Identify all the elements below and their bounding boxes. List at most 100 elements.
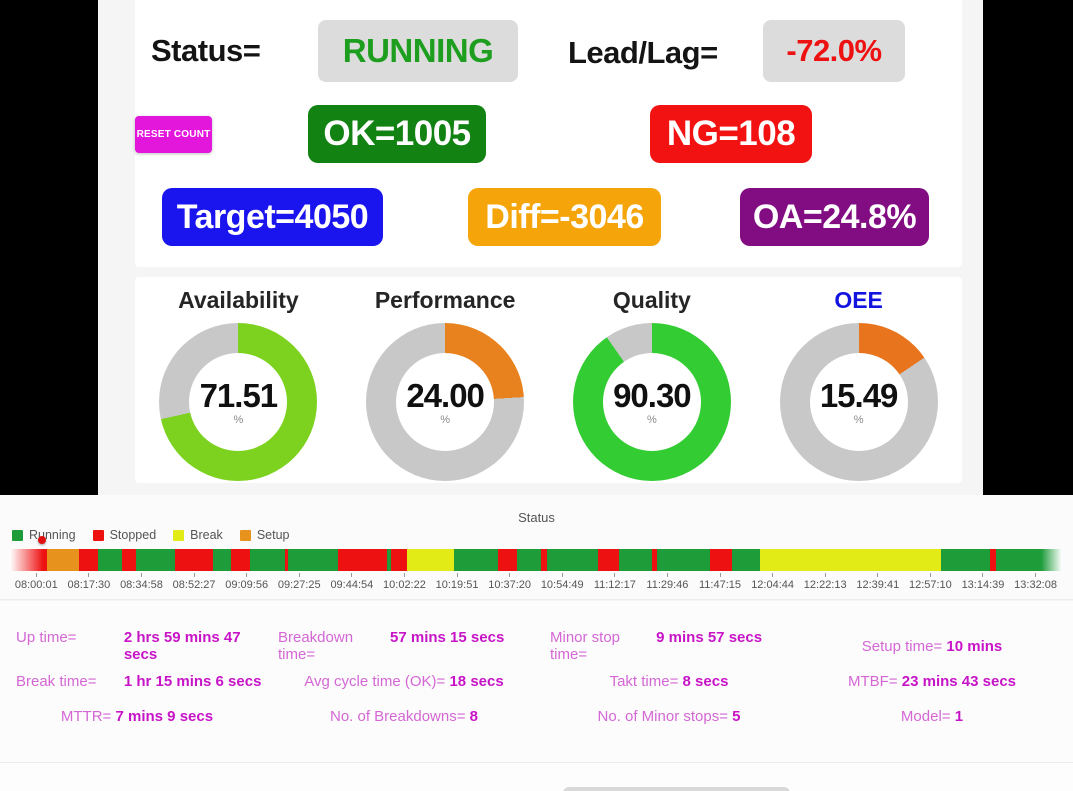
donut-hole: 90.30% — [602, 353, 701, 451]
axis-tick-cell: 11:29:46 — [641, 573, 694, 591]
axis-tick-mark — [140, 573, 142, 577]
donut-ring: 71.51% — [159, 323, 318, 481]
gauge-title: Performance — [374, 287, 516, 313]
legend-swatch-icon — [239, 529, 251, 541]
timeline-segment-running — [98, 549, 123, 571]
stat-breakdown-time: Breakdown time= 57 mins 15 secs — [268, 629, 540, 663]
gauge-title: Quality — [612, 287, 691, 313]
axis-tick-mark — [403, 573, 405, 577]
legend-label: Break — [190, 528, 223, 542]
axis-tick-cell: 08:17:30 — [63, 573, 116, 591]
timeline-segment-running — [516, 549, 541, 571]
stat-label: Avg cycle time (OK)= — [304, 673, 450, 690]
gauge-row: Availability 71.51% Performance 24.00% Quali… — [135, 277, 962, 483]
status-value-badge: RUNNING — [318, 20, 518, 82]
timeline-bar — [10, 549, 1062, 571]
timeline-segment-running — [619, 549, 653, 571]
gauge-performance: Performance 24.00% — [342, 287, 549, 483]
stat-mttr: MTTR= 7 mins 9 secs — [6, 708, 268, 725]
stat-takt-time: Takt time= 8 secs — [540, 673, 798, 690]
axis-tick-mark — [561, 573, 563, 577]
legend-item-setup[interactable]: Setup — [239, 528, 290, 542]
stat-avg-cycle-time-ok: Avg cycle time (OK)= 18 secs — [268, 673, 540, 690]
axis-tick-mark — [1035, 573, 1037, 577]
axis-tick-label: 12:39:41 — [856, 579, 900, 591]
timeline-segment-stopped — [175, 549, 214, 571]
stat-setup-time: Setup time= 10 mins — [798, 638, 1066, 655]
axis-tick-label: 09:27:25 — [277, 579, 321, 591]
stat-label: No. of Breakdowns= — [329, 708, 470, 725]
axis-tick-label: 13:14:39 — [961, 579, 1005, 591]
axis-tick-cell: 12:04:44 — [746, 573, 799, 591]
gauge-quality: Quality 90.30% — [549, 287, 756, 483]
stat-label: MTBF= — [847, 673, 902, 690]
axis-tick-cell: 08:52:27 — [168, 573, 221, 591]
gauge-unit: % — [440, 413, 451, 426]
oa-badge: OA=24.8% — [740, 188, 929, 246]
axis-tick-cell: 11:12:17 — [589, 573, 642, 591]
timeline-segment-stopped — [497, 549, 517, 571]
legend-swatch-icon — [92, 529, 104, 541]
axis-tick-mark — [88, 573, 90, 577]
gauge-oee: OEE 15.49% — [755, 287, 962, 483]
status-label: Status= — [151, 33, 261, 68]
stat-minor-stop-time: Minor stop time= 9 mins 57 secs — [540, 629, 798, 663]
stat-no-of-breakdowns: No. of Breakdowns= 8 — [268, 708, 540, 725]
axis-tick-cell: 09:44:54 — [326, 573, 379, 591]
timeline-segment-setup — [47, 549, 80, 571]
timeline-segment-fade_out — [1038, 549, 1062, 571]
timeline-segment-running — [732, 549, 761, 571]
timeline-segment-stopped — [284, 549, 288, 571]
donut-hole: 24.00% — [396, 353, 495, 451]
stat-label: Setup time= — [861, 637, 947, 655]
timeline-segment-running — [657, 549, 711, 571]
timeline-segment-stopped — [337, 549, 387, 571]
gauge-card: Availability 71.51% Performance 24.00% Quali… — [135, 277, 962, 483]
legend-item-stopped[interactable]: Stopped — [92, 528, 156, 542]
gauge-unit: % — [853, 413, 864, 426]
axis-tick-cell: 10:37:20 — [483, 573, 536, 591]
stat-value: 57 mins 15 secs — [390, 629, 505, 646]
stat-label: Takt time= — [609, 673, 683, 690]
stat-label: Break time= — [16, 673, 97, 690]
axis-tick-label: 08:17:30 — [67, 579, 111, 591]
target-badge: Target=4050 — [162, 188, 383, 246]
axis-tick-cell: 10:19:51 — [431, 573, 484, 591]
kpi-card: Status= RUNNING Lead/Lag= -72.0% RESET C… — [135, 0, 962, 267]
axis-tick-label: 10:37:20 — [488, 579, 532, 591]
axis-tick-cell: 13:14:39 — [957, 573, 1010, 591]
timeline-segment-running — [213, 549, 232, 571]
axis-tick-mark — [982, 573, 984, 577]
partial-gray-badge — [563, 787, 790, 791]
legend-item-break[interactable]: Break — [173, 528, 223, 542]
axis-tick-label: 09:09:56 — [225, 579, 269, 591]
axis-tick-cell: 10:02:22 — [378, 573, 431, 591]
ng-count-badge: NG=108 — [650, 105, 812, 163]
axis-tick-cell: 12:22:13 — [799, 573, 852, 591]
timeline-chart-title: Status — [518, 510, 555, 525]
legend-swatch-icon — [173, 529, 185, 541]
axis-tick-label: 11:29:46 — [646, 579, 689, 591]
stat-break-time: Break time= 1 hr 15 mins 6 secs — [6, 673, 268, 690]
axis-tick-cell: 10:54:49 — [536, 573, 589, 591]
legend-label: Setup — [256, 528, 290, 542]
timeline-segment-stopped — [989, 549, 996, 571]
axis-tick-label: 10:54:49 — [540, 579, 584, 591]
axis-tick-mark — [456, 573, 458, 577]
axis-tick-mark — [614, 573, 616, 577]
gauge-value: 71.51 — [199, 376, 279, 414]
axis-tick-cell: 11:47:15 — [694, 573, 747, 591]
stat-value: 10 mins — [946, 637, 1003, 655]
timeline-segment-stopped — [122, 549, 137, 571]
axis-tick-label: 08:34:58 — [120, 579, 163, 591]
stat-value: 1 — [954, 708, 964, 725]
axis-tick-mark — [298, 573, 300, 577]
axis-tick-cell: 12:57:10 — [904, 573, 957, 591]
gauge-value: 15.49 — [819, 376, 899, 414]
axis-tick-label: 08:52:27 — [172, 579, 216, 591]
screen-black-margin-left — [0, 0, 98, 495]
stat-value: 8 secs — [682, 673, 729, 690]
reset-count-button[interactable]: RESET COUNT — [135, 116, 212, 153]
timeline-segment-stopped — [598, 549, 620, 571]
axis-tick-mark — [877, 573, 879, 577]
